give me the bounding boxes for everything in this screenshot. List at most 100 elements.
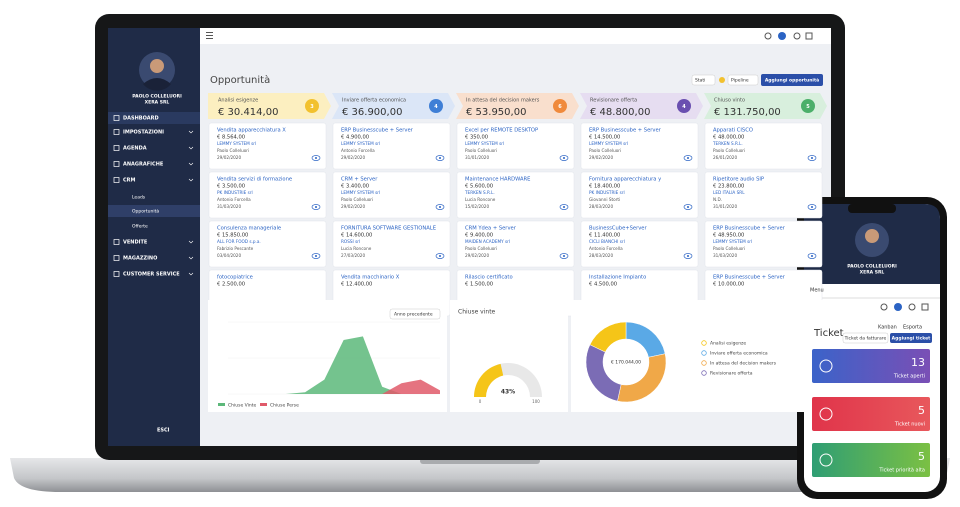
menu-item[interactable]: ANAGRAFICHE bbox=[123, 162, 164, 168]
stage-badge bbox=[553, 99, 567, 113]
card-title: Maintenance HARDWARE bbox=[465, 177, 530, 183]
eye-icon[interactable] bbox=[559, 204, 569, 210]
submenu-item[interactable]: Opportunità bbox=[132, 208, 159, 215]
menu-icon bbox=[113, 145, 120, 151]
eye-pupil bbox=[563, 206, 565, 208]
eye-icon[interactable] bbox=[311, 155, 321, 161]
card[interactable] bbox=[704, 171, 823, 219]
phone-menu[interactable]: Menu bbox=[810, 288, 824, 294]
card-owner: Fabrizio Pescante bbox=[217, 246, 254, 251]
card[interactable] bbox=[580, 122, 699, 170]
eye-icon[interactable] bbox=[807, 155, 817, 161]
eye-pupil bbox=[811, 157, 813, 159]
card-amount: € 1.500,00 bbox=[465, 282, 493, 288]
card[interactable] bbox=[704, 122, 823, 170]
dropdown[interactable] bbox=[389, 308, 441, 320]
eye-icon[interactable] bbox=[559, 155, 569, 161]
ticket-card[interactable] bbox=[812, 349, 930, 383]
legend-label: Chiuse Vinte bbox=[228, 403, 256, 409]
card-company: ALL FOR FOOD s.p.a. bbox=[217, 239, 261, 244]
card-title: Consulenza manageriale bbox=[217, 226, 281, 232]
card[interactable] bbox=[332, 220, 451, 268]
card-date: 03/04/2020 bbox=[217, 253, 241, 258]
eye-icon[interactable] bbox=[435, 155, 445, 161]
eye-icon[interactable] bbox=[311, 204, 321, 210]
filter[interactable]: Stati bbox=[695, 78, 705, 84]
card[interactable] bbox=[208, 220, 327, 268]
ticket-card[interactable] bbox=[812, 397, 930, 431]
card-owner: Lucia Roncone bbox=[341, 246, 372, 251]
stage-badge bbox=[801, 99, 815, 113]
chevron bbox=[188, 272, 194, 276]
stage-count: 6 bbox=[558, 104, 562, 110]
card-date: 27/03/2020 bbox=[341, 253, 365, 258]
phone-button-label[interactable]: Ticket da fatturare bbox=[844, 336, 887, 342]
menu-icon bbox=[113, 271, 120, 277]
gauge-label: 43% bbox=[501, 389, 515, 396]
stage-total: € 48.800,00 bbox=[590, 107, 650, 118]
card-owner: Lucia Roncone bbox=[465, 197, 496, 202]
menu-item[interactable]: VENDITE bbox=[123, 240, 148, 246]
card[interactable] bbox=[580, 220, 699, 268]
eye-icon[interactable] bbox=[435, 204, 445, 210]
eye-icon[interactable] bbox=[559, 253, 569, 259]
stage-name: In attesa del decision makers bbox=[466, 98, 540, 104]
company-name: XERA SRL bbox=[145, 100, 170, 106]
card-date: 29/02/2020 bbox=[341, 204, 365, 209]
submenu-item[interactable]: Leads bbox=[132, 195, 146, 201]
add-button-label[interactable]: Aggiungi opportunità bbox=[765, 77, 819, 84]
card[interactable] bbox=[704, 220, 823, 268]
submenu-item[interactable]: Offerte bbox=[132, 224, 148, 230]
eye-icon[interactable] bbox=[311, 253, 321, 259]
gauge-title: Chiuse vinte bbox=[458, 309, 496, 316]
chevron bbox=[188, 130, 194, 134]
eye-pupil bbox=[315, 157, 317, 159]
filter[interactable]: Pipeline bbox=[731, 78, 749, 84]
phone-view[interactable]: Esporta bbox=[903, 325, 922, 331]
card[interactable] bbox=[208, 171, 327, 219]
menu-item[interactable]: IMPOSTAZIONI bbox=[123, 130, 164, 136]
logout[interactable]: ESCI bbox=[157, 428, 170, 434]
donut-total: € 170.044,00 bbox=[611, 360, 641, 366]
phone-button-label[interactable]: Aggiungi ticket bbox=[892, 336, 931, 342]
donut-legend-label: Inviare offerta economica bbox=[710, 351, 768, 357]
card-title: Ripetitore audio SIP bbox=[713, 177, 764, 183]
menu-item[interactable]: DASHBOARD bbox=[123, 116, 159, 122]
card-amount: € 3.500,00 bbox=[217, 184, 245, 190]
eye-icon[interactable] bbox=[807, 204, 817, 210]
ticket-card[interactable] bbox=[812, 443, 930, 477]
card-amount: € 48.950,00 bbox=[713, 233, 744, 239]
phone-avatar-face bbox=[865, 229, 879, 243]
card-company: PK INDUSTRIE srl bbox=[217, 190, 253, 195]
card[interactable] bbox=[208, 122, 327, 170]
card[interactable] bbox=[456, 171, 575, 219]
phone-view[interactable]: Kanban bbox=[878, 325, 897, 331]
card[interactable] bbox=[332, 122, 451, 170]
card-company: LEMMY SYSTEM srl bbox=[589, 141, 628, 146]
card[interactable] bbox=[456, 220, 575, 268]
donut-legend-label: Revisionare offerta bbox=[710, 371, 753, 377]
page-title: Opportunità bbox=[210, 74, 270, 86]
card-title: CRM + Server bbox=[341, 177, 378, 183]
eye-icon[interactable] bbox=[683, 253, 693, 259]
card-amount: € 4.500,00 bbox=[589, 282, 617, 288]
eye-pupil bbox=[687, 255, 689, 257]
menu-item[interactable]: AGENDA bbox=[123, 146, 147, 152]
menu-item[interactable]: CUSTOMER SERVICE bbox=[123, 272, 180, 278]
eye-icon[interactable] bbox=[435, 253, 445, 259]
gauge-max: 100 bbox=[532, 399, 540, 404]
card-title: ERP Businesscube + Server bbox=[341, 128, 414, 134]
menu-item[interactable]: CRM bbox=[123, 178, 136, 184]
card[interactable] bbox=[580, 171, 699, 219]
donut-legend-label: Analisi esigenze bbox=[710, 341, 746, 347]
eye-icon[interactable] bbox=[683, 204, 693, 210]
stage-name: Analisi esigenze bbox=[218, 98, 258, 104]
menu-item[interactable]: MAGAZZINO bbox=[123, 256, 157, 262]
gift-icon bbox=[805, 32, 813, 40]
add-icon bbox=[778, 32, 786, 40]
eye-icon[interactable] bbox=[683, 155, 693, 161]
card[interactable] bbox=[332, 171, 451, 219]
card-owner: Paolo Colleluori bbox=[589, 148, 621, 153]
card[interactable] bbox=[456, 122, 575, 170]
eye-icon[interactable] bbox=[807, 253, 817, 259]
